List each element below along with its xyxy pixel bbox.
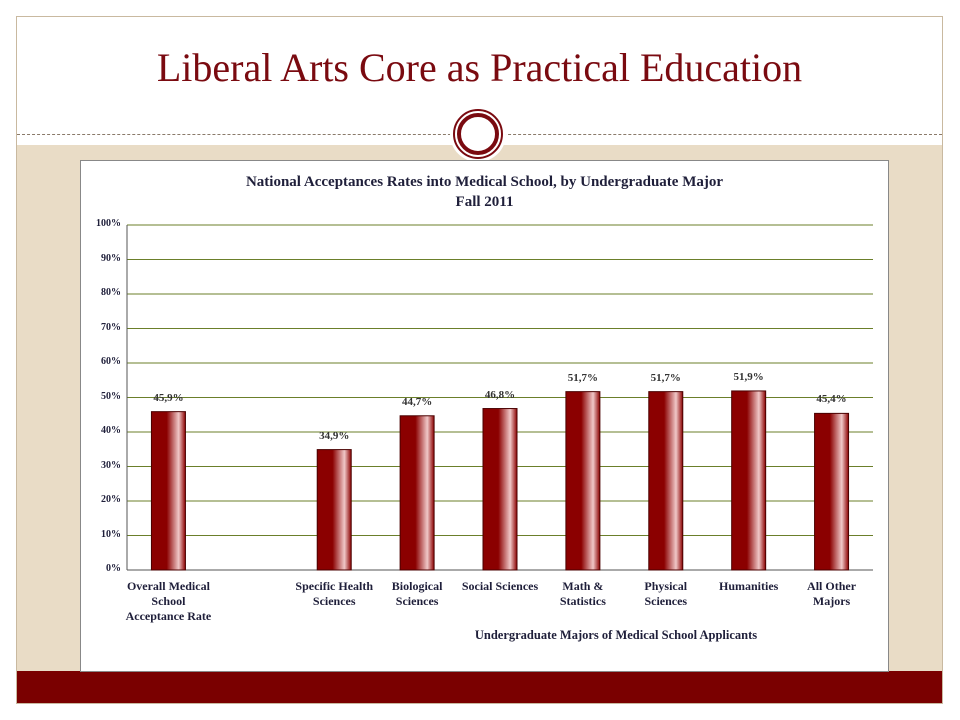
- bar-value-label: 51,7%: [650, 371, 681, 384]
- bar: [316, 449, 352, 571]
- category-label: Humanities: [718, 579, 779, 593]
- bar: [648, 391, 684, 571]
- y-tick-label: 20%: [101, 494, 121, 505]
- bar-value-label: 51,9%: [733, 370, 764, 383]
- bar: [565, 391, 601, 571]
- y-tick-label: 100%: [96, 218, 121, 229]
- y-tick-label: 80%: [101, 287, 121, 298]
- category-label: Physical Sciences: [644, 579, 688, 608]
- chart-plot-area: [126, 224, 873, 571]
- bar: [150, 411, 186, 571]
- category-label: All Other Majors: [807, 579, 857, 608]
- bottom-band: [17, 671, 942, 703]
- bar: [482, 408, 518, 571]
- y-tick-label: 90%: [101, 252, 121, 264]
- category-label: Social Sciences: [461, 579, 539, 593]
- slide-title: Liberal Arts Core as Practical Education: [156, 45, 803, 90]
- y-tick-label: 60%: [101, 356, 121, 367]
- bar-value-label: 45,9%: [153, 391, 184, 404]
- y-tick-label: 30%: [101, 459, 121, 471]
- bar-value-label: 46,8%: [484, 388, 516, 401]
- circle-ornament-icon: [450, 106, 506, 162]
- bar-value-label: 51,7%: [567, 371, 598, 384]
- bar: [814, 412, 850, 571]
- y-tick-label: 0%: [106, 563, 121, 574]
- y-tick-label: 50%: [101, 390, 121, 402]
- bar: [731, 390, 767, 571]
- category-label: Overall Medical School Acceptance Rate: [125, 579, 212, 623]
- y-tick-label: 70%: [101, 321, 121, 333]
- y-tick-label: 10%: [101, 528, 121, 540]
- chart-title-block: National Acceptances Rates into Medical …: [81, 172, 888, 212]
- bar: [399, 415, 435, 571]
- chart-subtitle: Fall 2011: [455, 194, 514, 210]
- category-label: Biological Sciences: [391, 579, 443, 608]
- bar-value-label: 34,9%: [319, 429, 350, 442]
- bar-value-label: 45,4%: [816, 393, 847, 406]
- bar-value-label: 44,7%: [401, 395, 433, 408]
- chart: National Acceptances Rates into Medical …: [80, 160, 889, 672]
- chart-title: National Acceptances Rates into Medical …: [245, 174, 724, 190]
- category-label: Specific Health Sciences: [295, 579, 374, 608]
- y-tick-label: 40%: [101, 425, 121, 436]
- x-axis-title: Undergraduate Majors of Medical School A…: [474, 628, 758, 642]
- category-label: Math & Statistics: [559, 579, 606, 608]
